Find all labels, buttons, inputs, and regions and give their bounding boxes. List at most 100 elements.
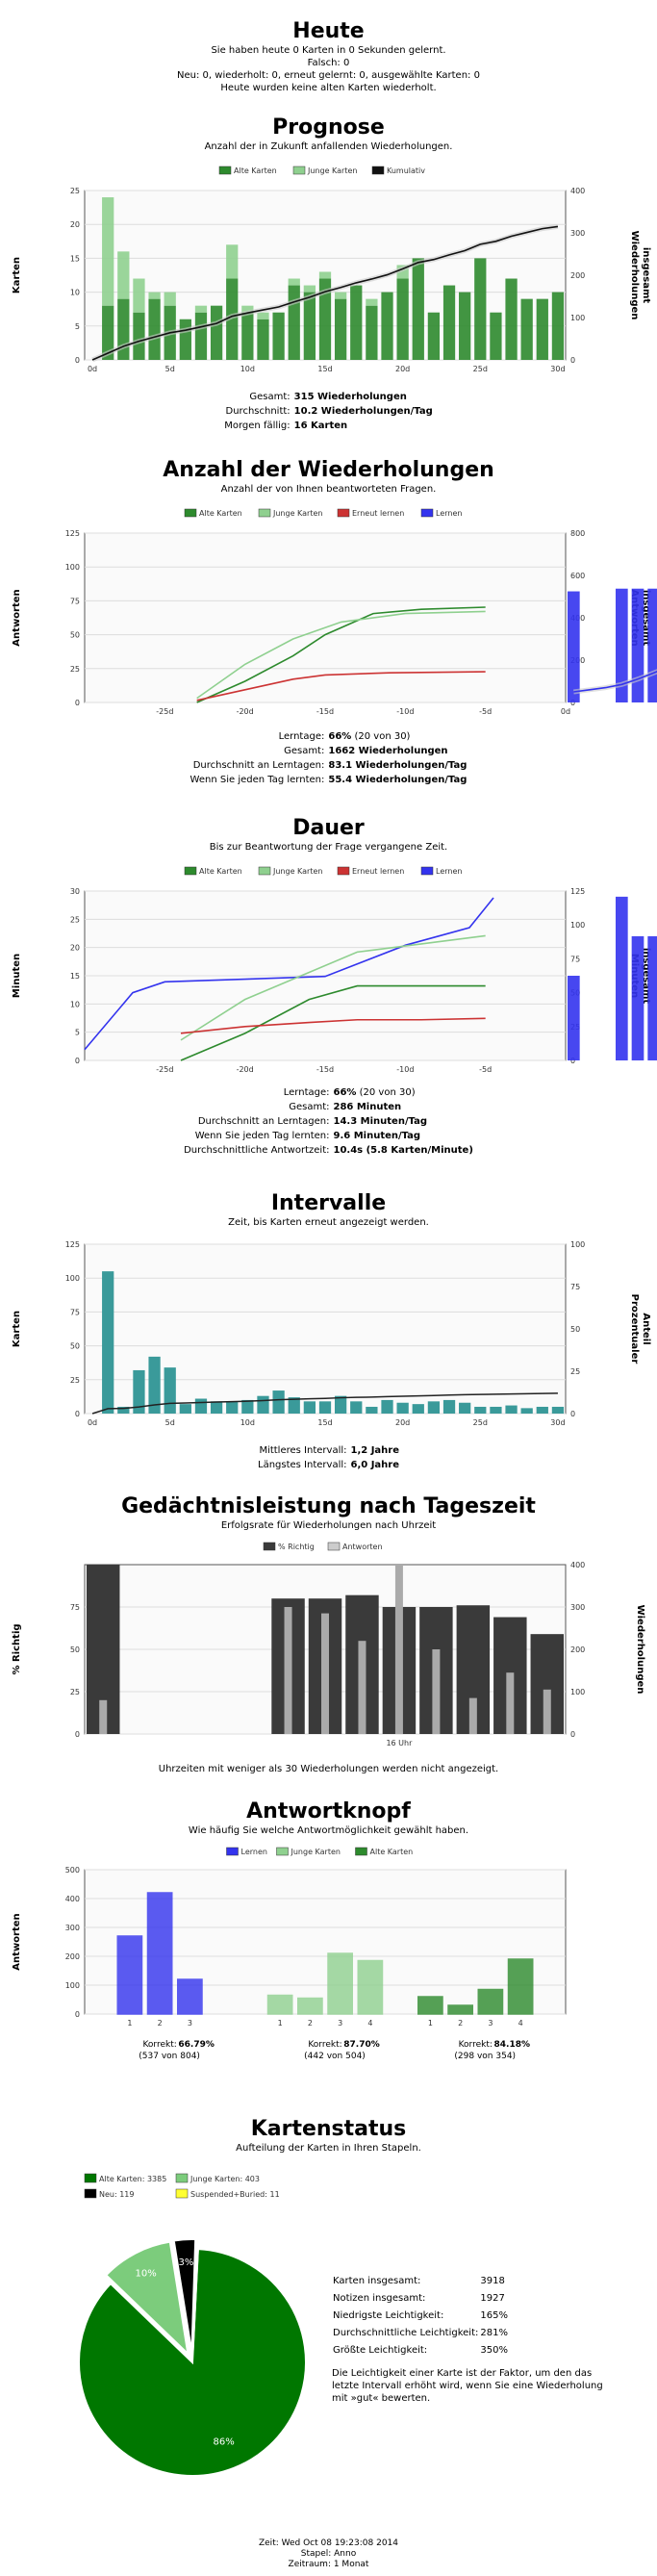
legend-label: Junge Karten [272, 509, 322, 518]
legend-label: Erneut lernen [352, 509, 404, 518]
x-tick-label: 1 [278, 2019, 283, 2028]
y2-tick-label: 400 [570, 187, 585, 195]
legend-swatch [258, 866, 271, 876]
stat-value: 14.3 Minuten/Tag [332, 1114, 475, 1129]
interval-bar [490, 1406, 502, 1414]
legend-label: Junge Karten: 403 [190, 2175, 260, 2183]
x-tick-label: -15d [316, 707, 334, 716]
stat-value-text: 1,2 Jahre [350, 1445, 400, 1456]
hour-answers-bar [394, 1565, 403, 1734]
cumulative-young-line [196, 610, 486, 700]
y-tick-label: 125 [65, 529, 80, 538]
bar-alte-karten [412, 258, 424, 360]
legend-swatch [258, 508, 271, 518]
legend-swatch [337, 508, 350, 518]
correct-detail: (442 von 504) [304, 2052, 366, 2061]
interval-bar [194, 1398, 208, 1414]
bar-alte-karten [241, 312, 254, 360]
stat-value-text: 10.4s (5.8 Karten/Minute) [333, 1145, 473, 1156]
y2-axis-label-2: insgesamt [641, 590, 651, 647]
x-tick-label: -15d [316, 1065, 334, 1074]
stat-row: Durchschnittliche Leichtigkeit: 281% [332, 2325, 509, 2342]
reviews-header: Anzahl der Wiederholungen Anzahl der von… [0, 458, 657, 496]
bar-alte-karten [505, 278, 518, 360]
bar-junge-karten [257, 312, 269, 319]
bar-alte-karten [303, 292, 316, 360]
today-line2: Falsch: 0 [307, 58, 350, 68]
stat-value: 6,0 Jahre [349, 1458, 402, 1472]
x-tick-label: -10d [396, 1065, 414, 1074]
bar-junge-karten [318, 271, 332, 279]
y2-axis-label: Wiederholungen [629, 231, 640, 320]
y2-axis-label: Prozentualer [629, 1294, 640, 1365]
bar-lernen [616, 588, 628, 702]
stat-label: Durchschnitt an Lerntagen: [192, 760, 325, 771]
interval-bar [133, 1369, 145, 1414]
bar-junge-karten [366, 298, 378, 306]
interval-bar [241, 1399, 254, 1414]
cardstatus-header: Kartenstatus Aufteilung der Karten in Ih… [0, 2117, 657, 2155]
y-axis-label: Minuten [12, 954, 22, 998]
legend-label: Junge Karten [291, 1848, 341, 1856]
duration-svg: Alte Karten Junge Karten Erneut lernen Lern… [12, 866, 657, 1074]
stat-value-text: 55.4 Wiederholungen/Tag [328, 775, 467, 785]
bar-alte-karten [459, 292, 471, 360]
legend-swatch [263, 1542, 276, 1551]
legend-label: Lernen [436, 509, 462, 518]
legend-swatch [175, 2188, 189, 2199]
y2-tick-label: 0 [570, 699, 575, 707]
buttons-svg: Lernen Junge Karten Alte Karten 0 100 200 300 4… [12, 1847, 567, 2061]
pie-slice [172, 2238, 197, 2354]
y-tick-label: 400 [65, 1895, 80, 1903]
stat-label: Durchschnittliche Antwortzeit: [184, 1145, 330, 1156]
x-tick-label: 0d [88, 1418, 97, 1427]
stat-label: Gesamt: [249, 392, 291, 402]
legend-label: Alte Karten [370, 1848, 414, 1856]
x-tick-label: 30d [550, 1418, 565, 1427]
hour-answers-bar [358, 1641, 366, 1734]
stat-row: Durchschnitt an Lerntagen: 14.3 Minuten/T… [182, 1114, 475, 1129]
y2-tick-label: 75 [570, 1283, 580, 1291]
stat-label: Gesamt: [284, 746, 325, 756]
stat-label: Wenn Sie jeden Tag lernten: [194, 1131, 330, 1141]
legend-label: Neu: 119 [99, 2190, 134, 2199]
cumulative-learn-line [84, 897, 494, 1051]
bar-alte-karten [257, 319, 269, 360]
y2-tick-label: 300 [570, 1603, 585, 1612]
legend-swatch [84, 2188, 97, 2199]
hour-answers-bar [506, 1672, 515, 1734]
answer-bar [297, 1997, 323, 2015]
bar-alte-karten [366, 305, 378, 360]
cardstatus-stats: Karten insgesamt: 3918 Notizen insgesamt: 1… [332, 2273, 620, 2405]
interval-bar [381, 1399, 393, 1414]
bar-alte-karten [226, 278, 239, 360]
cardstatus-title: Kartenstatus [250, 2117, 407, 2141]
bar-junge-karten [148, 292, 161, 299]
x-tick-label: 1 [127, 2019, 132, 2028]
duration-subtitle: Bis zur Beantwortung der Frage vergangen… [209, 842, 448, 853]
interval-bar [210, 1401, 223, 1414]
y-tick-label: 20 [70, 220, 80, 229]
bar-junge-karten [303, 285, 316, 293]
interval-bar [412, 1404, 424, 1414]
stat-label: Mittleres Intervall: [259, 1445, 347, 1456]
stat-row: Durchschnitt an Lerntagen: 83.1 Wiederhol… [189, 758, 469, 773]
stat-label: Wenn Sie jeden Tag lernten: [190, 775, 325, 785]
stat-row: Niedrigste Leichtigkeit: 165% [332, 2308, 509, 2325]
legend-swatch [337, 866, 350, 876]
legend-label: Alte Karten [199, 509, 242, 518]
bar-alte-karten [148, 298, 161, 360]
legend-label: Lernen [436, 867, 462, 876]
hour-answers-bar [543, 1689, 551, 1734]
legend-label: Alte Karten: 3385 [99, 2175, 166, 2183]
stat-row: Wenn Sie jeden Tag lernten: 55.4 Wiederho… [189, 773, 469, 787]
stat-row: Gesamt: 315 Wiederholungen [222, 390, 434, 404]
x-tick-label: 3 [338, 2019, 342, 2028]
stat-value-text: 10.2 Wiederholungen/Tag [293, 406, 433, 417]
stat-row: Durchschnittliche Antwortzeit: 10.4s (5.8… [182, 1143, 475, 1158]
bar-junge-karten [335, 292, 347, 299]
pie-label: 10% [136, 2268, 157, 2279]
bar-alte-karten [335, 298, 347, 360]
y2-tick-label: 0 [570, 356, 575, 365]
y-tick-label: 20 [70, 944, 80, 953]
